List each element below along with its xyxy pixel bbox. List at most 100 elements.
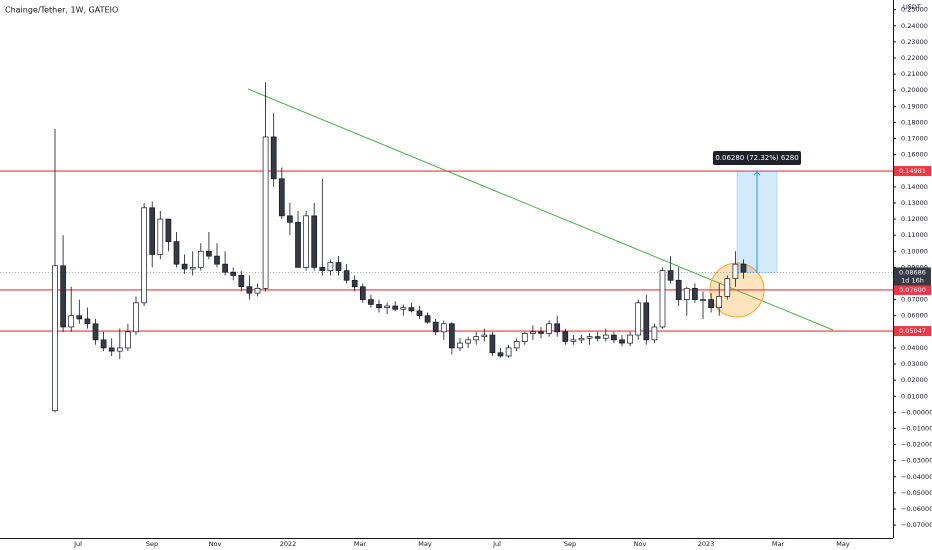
x-tick-label: 2023: [698, 540, 715, 548]
candle-body: [675, 279, 682, 300]
candle-body: [546, 323, 552, 334]
candle-body: [578, 337, 585, 341]
candle-body: [416, 310, 423, 317]
y-tick-label: 0.21000: [901, 70, 928, 78]
candle-body: [554, 323, 561, 333]
y-tick-label: 0.02000: [901, 376, 928, 384]
y-tick-label: 0.23000: [901, 38, 928, 46]
y-tick-label: 0.13000: [901, 199, 928, 207]
candle-body: [108, 347, 115, 352]
candle-body: [732, 263, 739, 280]
candle-body: [627, 334, 633, 344]
candle-body: [594, 336, 601, 339]
countdown-label: 1d 16h: [901, 276, 924, 284]
x-tick-label: 2022: [280, 540, 297, 548]
candle-body: [716, 296, 723, 309]
candle-body: [740, 263, 747, 273]
candle-body: [489, 334, 496, 354]
y-tick-label: 0.18000: [901, 118, 928, 126]
candle-body: [270, 136, 277, 180]
candle-body: [538, 331, 544, 334]
x-tick-label: Jul: [73, 540, 82, 548]
y-tick-label: 0.16000: [901, 151, 928, 159]
y-tick-label: 0.07000: [901, 296, 928, 304]
y-tick-label: 0.25000: [901, 6, 928, 14]
x-tick-label: Mar: [354, 540, 367, 548]
candle-body: [724, 278, 731, 297]
candle-body: [68, 315, 75, 328]
candle-body: [52, 265, 58, 412]
candle-body: [214, 255, 220, 265]
candle-body: [392, 305, 399, 310]
y-tick-label: 0.06000: [901, 312, 928, 320]
candle-body: [133, 302, 139, 333]
candle-body: [287, 215, 293, 223]
candle-body: [376, 304, 382, 309]
candle-body: [481, 334, 488, 338]
level-price-label: 0.07600: [899, 286, 926, 294]
candle-body: [149, 207, 156, 255]
candle-body: [303, 215, 309, 268]
candle-body: [189, 267, 196, 270]
y-tick-label: 0.11000: [901, 231, 928, 239]
candle-body: [84, 318, 91, 325]
candle-body: [643, 302, 650, 341]
x-tick-label: May: [836, 540, 850, 548]
candle-body: [173, 241, 180, 265]
x-tick-label: Sep: [146, 540, 158, 548]
y-tick-label: −0.00000: [901, 408, 932, 416]
candle-body: [222, 263, 228, 273]
candle-body: [513, 341, 520, 349]
y-tick-label: −0.01000: [901, 424, 932, 432]
candle-body: [295, 221, 301, 268]
candle-body: [449, 323, 455, 349]
y-tick-label: −0.05000: [901, 489, 932, 497]
candle-body: [562, 331, 569, 342]
candle-body: [440, 323, 447, 333]
candle-body: [206, 250, 212, 257]
candle-body: [246, 286, 253, 294]
candle-body: [311, 215, 318, 268]
candle-body: [319, 267, 326, 271]
candle-body: [238, 275, 245, 288]
y-tick-label: 0.14000: [901, 183, 928, 191]
y-tick-label: −0.06000: [901, 505, 932, 513]
x-tick-label: Nov: [209, 540, 222, 548]
candle-body: [278, 178, 285, 217]
candle-body: [230, 271, 237, 276]
y-tick-label: 0.12000: [901, 215, 928, 223]
candle-body: [351, 279, 358, 288]
y-axis-label: USDT: [903, 3, 921, 11]
candle-body: [165, 218, 172, 242]
y-tick-label: −0.07000: [901, 521, 932, 529]
candle-body: [521, 333, 528, 342]
candle-body: [619, 339, 625, 344]
y-tick-label: −0.02000: [901, 441, 932, 449]
y-tick-label: 0.20000: [901, 86, 928, 94]
candle-body: [400, 307, 407, 310]
candle-body: [465, 339, 471, 344]
y-tick-label: −0.04000: [901, 473, 932, 481]
candle-body: [505, 347, 512, 357]
level-price-box: [894, 326, 931, 337]
last-price-label: 0.08686: [899, 268, 926, 276]
candle-body: [692, 287, 698, 300]
candle-body: [262, 136, 269, 289]
y-tick-label: 0.09000: [901, 263, 928, 271]
candle-body: [667, 270, 674, 281]
candle-body: [327, 262, 334, 271]
candle-body: [457, 342, 463, 349]
candle-body: [125, 331, 131, 349]
candle-body: [335, 262, 342, 271]
y-tick-label: 0.01000: [901, 392, 928, 400]
measure-label: 0.06280 (72.32%) 6280: [715, 154, 798, 162]
candle-body: [635, 302, 642, 336]
x-tick-label: Mar: [772, 540, 785, 548]
level-price-label: 0.05047: [899, 327, 926, 335]
level-price-box: [894, 284, 931, 295]
candle-body: [424, 315, 431, 323]
last-price-box: [894, 267, 931, 286]
x-tick-label: Jul: [492, 540, 501, 548]
candle-body: [384, 305, 390, 309]
y-tick-label: 0.22000: [901, 54, 928, 62]
